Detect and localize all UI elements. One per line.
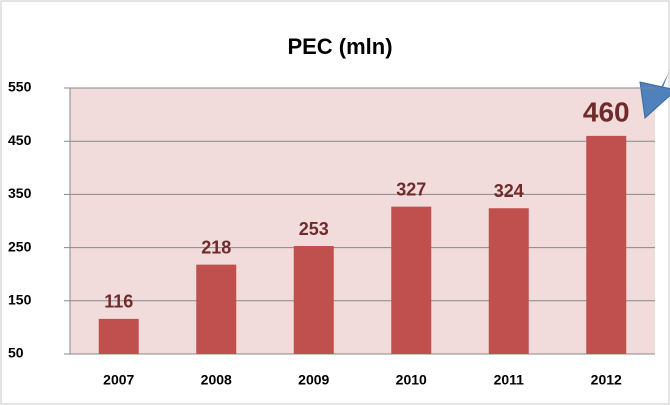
- bar: [488, 208, 529, 354]
- x-tick-label: 2009: [298, 372, 329, 388]
- y-tick-label: 550: [8, 79, 32, 95]
- value-label: 327: [396, 179, 426, 199]
- y-tick-label: 350: [8, 185, 32, 201]
- x-tick-label: 2012: [591, 372, 622, 388]
- bar: [391, 206, 432, 354]
- x-tick-label: 2007: [103, 372, 134, 388]
- y-tick-label: 150: [8, 292, 32, 308]
- x-tick-label: 2008: [201, 372, 232, 388]
- value-label: 253: [299, 219, 329, 239]
- bar: [196, 264, 237, 354]
- x-tick-label: 2011: [494, 372, 525, 388]
- bar: [293, 246, 334, 354]
- chart-title: PEC (mln): [287, 34, 392, 59]
- plot-area: [70, 88, 655, 354]
- value-label: 460: [583, 96, 630, 127]
- bar: [98, 318, 139, 354]
- arrow-head: [639, 81, 670, 120]
- value-label: 116: [104, 292, 133, 312]
- value-label: 218: [201, 237, 231, 257]
- y-tick-label: 250: [8, 238, 32, 254]
- bar: [586, 135, 627, 354]
- y-tick-label: 50: [8, 345, 24, 361]
- x-tick-label: 2010: [396, 372, 427, 388]
- y-tick-label: 450: [8, 132, 32, 148]
- value-label: 324: [494, 181, 524, 201]
